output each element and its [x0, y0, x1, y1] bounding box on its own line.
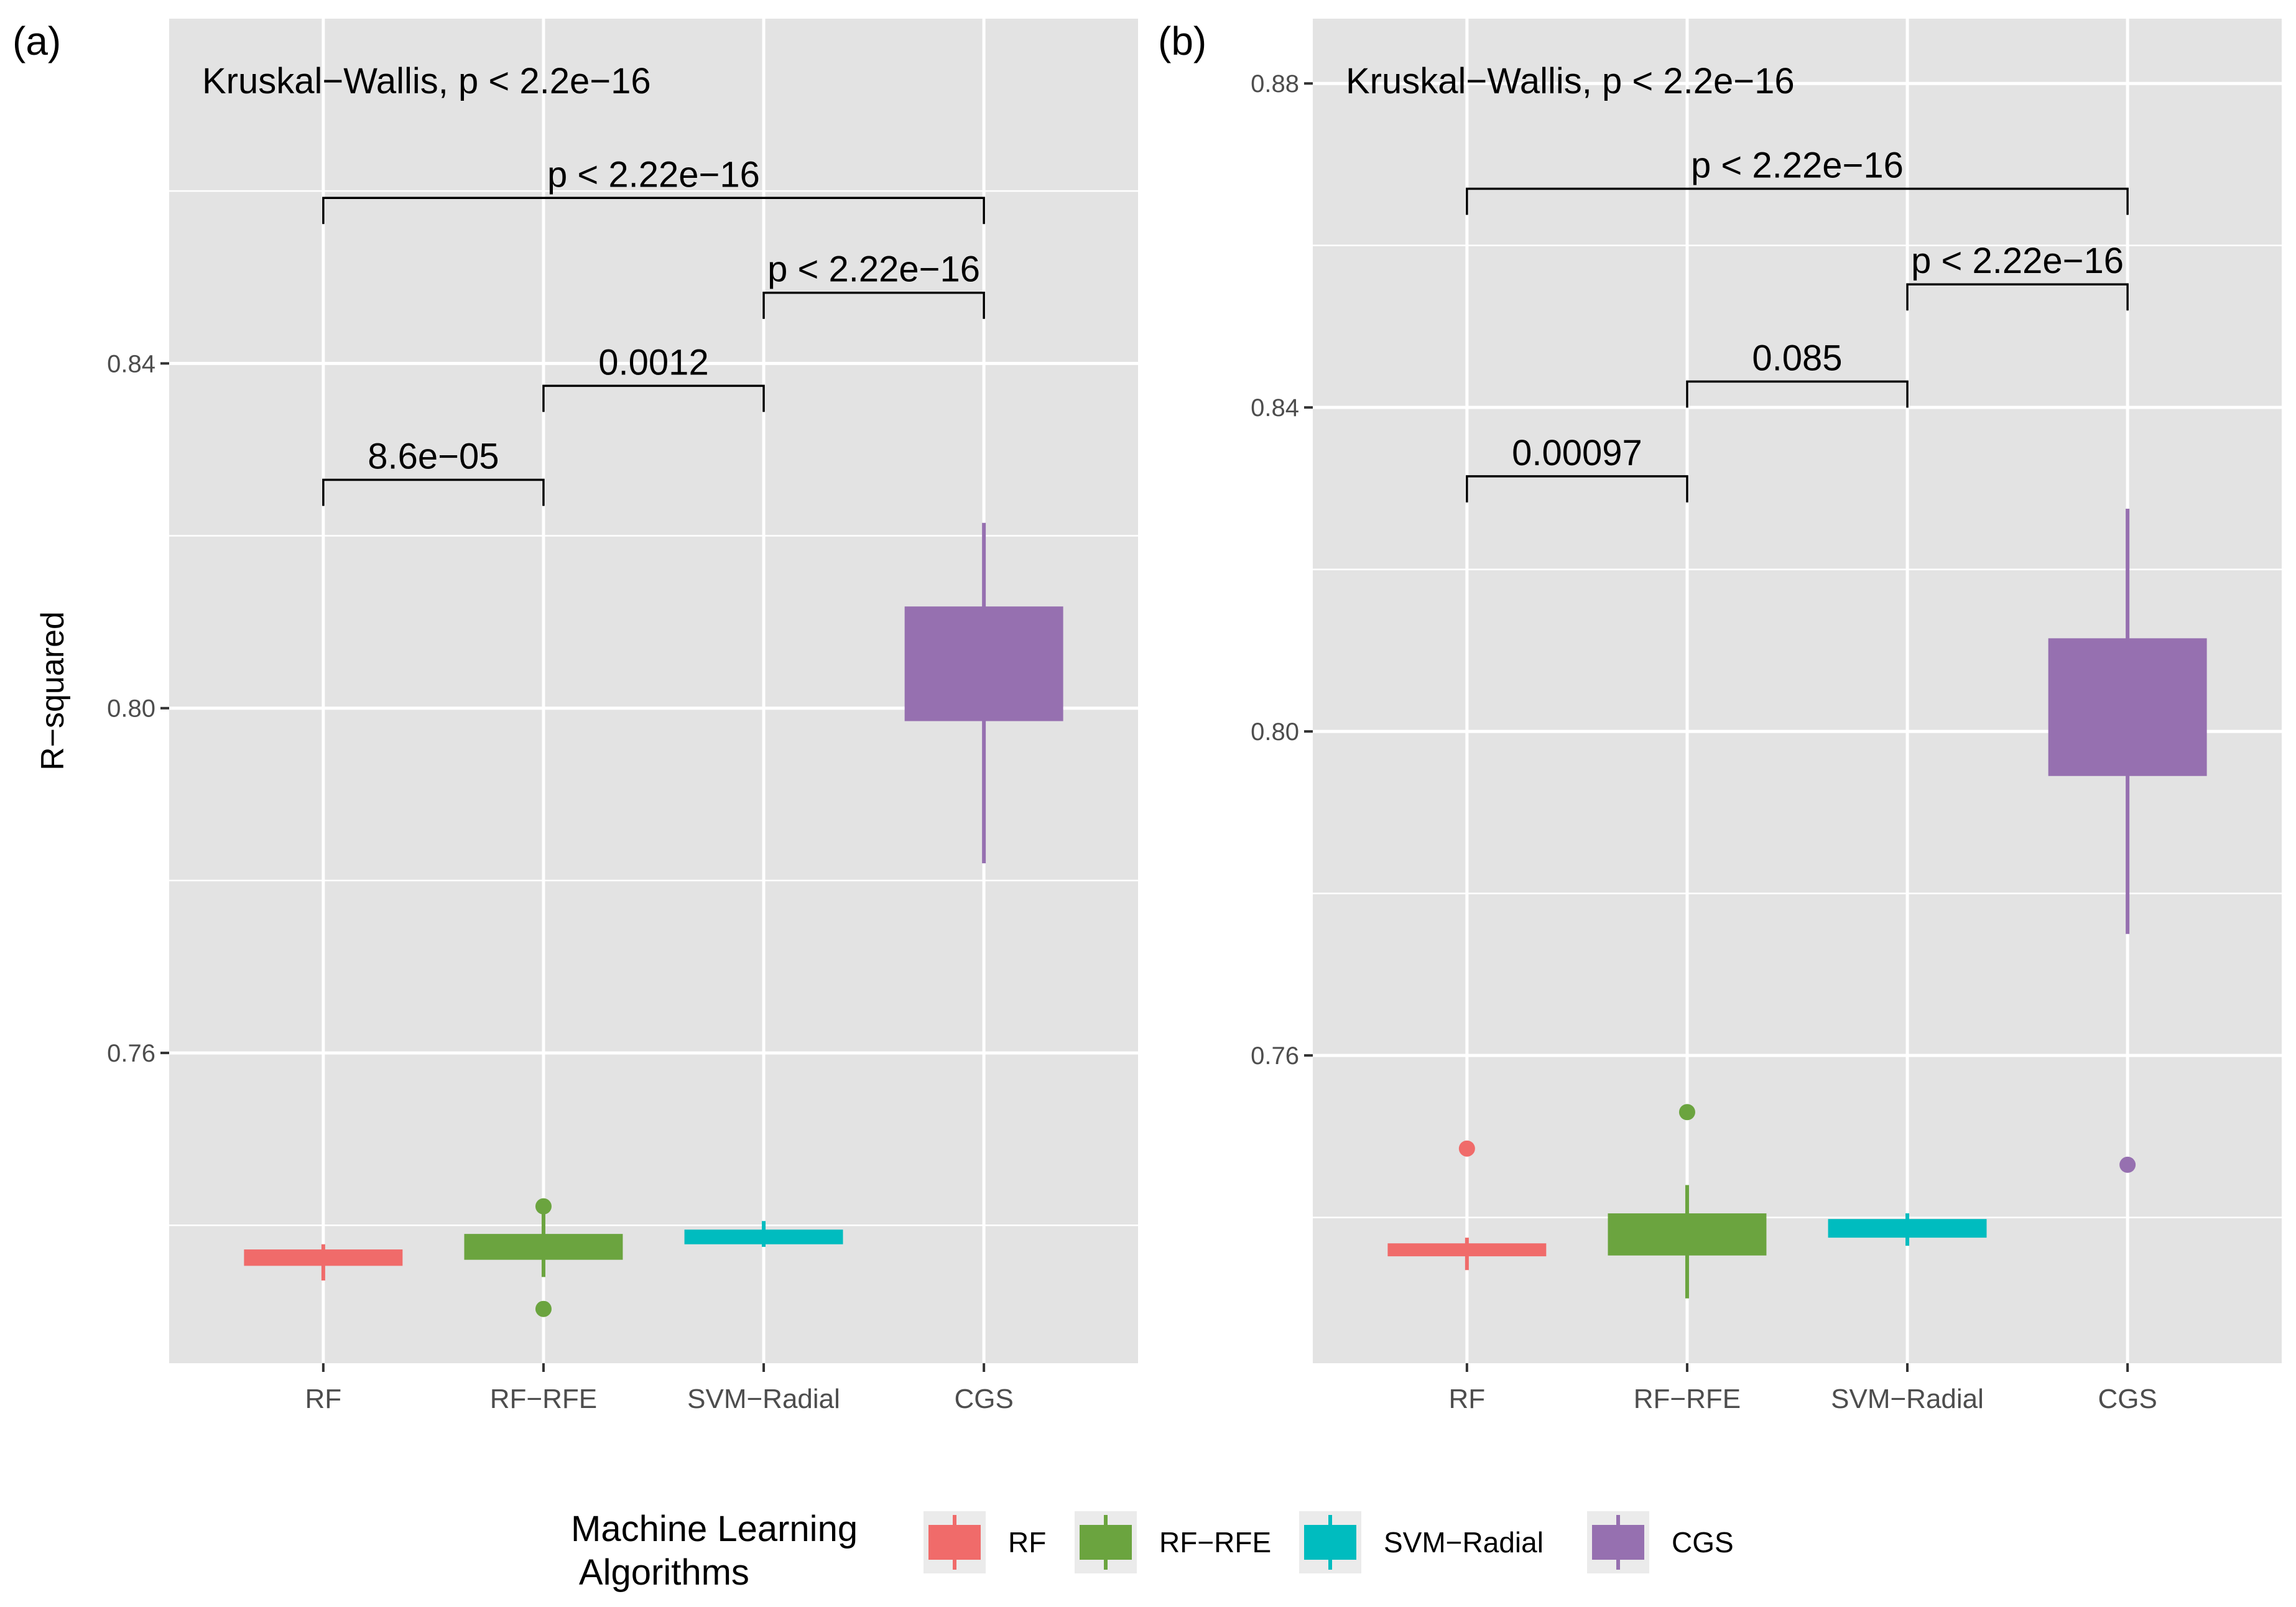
legend-item-label: RF−RFE [1159, 1526, 1271, 1558]
y-tick-label-1: 0.80 [107, 695, 155, 723]
y-tick-label-0: 0.76 [107, 1040, 155, 1067]
panel-a-kruskal-wallis-label: Kruskal−Wallis, p < 2.2e−16 [202, 61, 651, 101]
legend-item-label: SVM−Radial [1384, 1526, 1544, 1558]
box-4 [904, 522, 1063, 864]
legend-item-label: CGS [1672, 1526, 1734, 1558]
box-body [684, 1230, 843, 1244]
x-tick-label-2: SVM−Radial [687, 1384, 840, 1414]
bracket-label: 0.0012 [598, 342, 708, 382]
box-1 [1387, 1140, 1547, 1271]
panel-a-brackets: 8.6e−05 0.0012 p < 2.22e−16 p < 2.22e−16 [322, 154, 985, 506]
legend-item-label: RF [1008, 1526, 1046, 1558]
significance-bracket-1: 0.00097 [1466, 433, 1688, 502]
significance-bracket-3: p < 2.22e−16 [1906, 241, 2129, 311]
legend-item-3: SVM−Radial [1299, 1511, 1544, 1573]
bracket-line [542, 384, 765, 412]
significance-bracket-1: 8.6e−05 [322, 436, 545, 506]
box-body [244, 1249, 403, 1266]
legend-item-2: RF−RFE [1075, 1511, 1271, 1573]
x-tick-label-0: RF [1449, 1384, 1486, 1414]
panel-b: 0.00097 0.085 p < 2.22e−16 p < 2.22e−16 0.7… [1158, 19, 2282, 1414]
panel-b-brackets: 0.00097 0.085 p < 2.22e−16 p < 2.22e−16 [1466, 146, 2129, 502]
y-tick-label-3: 0.88 [1251, 70, 1299, 98]
legend-key-swatch [1080, 1525, 1132, 1560]
bracket-label: p < 2.22e−16 [1911, 241, 2124, 281]
x-tick-label-2: SVM−Radial [1831, 1384, 1984, 1414]
legend-title-line2: Algorithms [571, 1552, 749, 1593]
significance-bracket-4: p < 2.22e−16 [322, 154, 985, 225]
bracket-line [762, 291, 985, 319]
bracket-line [322, 478, 545, 506]
x-tick-label-3: CGS [2098, 1384, 2157, 1414]
legend-item-4: CGS [1587, 1511, 1734, 1573]
bracket-line [322, 197, 985, 225]
box-3 [1828, 1213, 1987, 1246]
x-tick-label-1: RF−RFE [490, 1384, 597, 1414]
box-body [904, 606, 1063, 721]
box-2 [464, 1198, 623, 1317]
panel-b-x-axis: RF RF−RFE SVM−Radial CGS [1449, 1363, 2157, 1414]
box-body [1828, 1219, 1987, 1238]
x-tick-label-0: RF [305, 1384, 342, 1414]
legend-item-1: RF [923, 1511, 1046, 1573]
legend-title-line1: Machine Learning [571, 1509, 858, 1549]
x-tick-label-1: RF−RFE [1634, 1384, 1741, 1414]
bracket-label: 8.6e−05 [368, 436, 499, 476]
box-body [464, 1234, 623, 1260]
panel-b-kruskal-wallis-label: Kruskal−Wallis, p < 2.2e−16 [1346, 61, 1795, 101]
panel-a-y-axis: 0.76 0.80 0.84 [107, 350, 169, 1067]
bracket-line [1466, 187, 2129, 215]
box-body [2048, 638, 2207, 776]
box-body [1608, 1213, 1767, 1256]
bracket-line [1466, 475, 1688, 502]
panel-b-boxes [1387, 508, 2207, 1299]
panel-a-boxes [244, 522, 1063, 1317]
bracket-label: p < 2.22e−16 [1691, 146, 1904, 186]
bracket-line [1906, 283, 2129, 311]
y-axis-title: R−squared [35, 611, 71, 771]
box-4 [2048, 508, 2207, 1173]
panel-a-x-axis: RF RF−RFE SVM−Radial CGS [305, 1363, 1014, 1414]
outlier-point-1 [535, 1300, 552, 1317]
x-tick-label-3: CGS [954, 1384, 1013, 1414]
legend-key-swatch [1304, 1525, 1356, 1560]
y-tick-label-2: 0.84 [1251, 394, 1299, 422]
significance-bracket-2: 0.085 [1686, 338, 1909, 408]
box-3 [684, 1221, 843, 1247]
bracket-label: 0.085 [1752, 338, 1842, 378]
outlier-point-0 [1458, 1140, 1475, 1157]
significance-bracket-4: p < 2.22e−16 [1466, 146, 2129, 215]
significance-bracket-2: 0.0012 [542, 342, 765, 412]
box-1 [244, 1244, 403, 1281]
y-tick-label-1: 0.80 [1251, 718, 1299, 746]
significance-bracket-3: p < 2.22e−16 [762, 249, 985, 319]
bracket-line [1686, 380, 1909, 408]
panel-b-y-axis: 0.76 0.80 0.84 0.88 [1251, 70, 1313, 1070]
outlier-point-0 [2119, 1156, 2136, 1173]
legend-items: RF RF−RFE SVM−Radial CGS [923, 1511, 1734, 1573]
outlier-point-0 [1678, 1104, 1695, 1121]
panel-a: 8.6e−05 0.0012 p < 2.22e−16 p < 2.22e−16 0.… [12, 19, 1138, 1414]
legend-key-swatch [928, 1525, 981, 1560]
legend-key-swatch [1592, 1525, 1644, 1560]
y-tick-label-0: 0.76 [1251, 1042, 1299, 1070]
legend: Machine Learning Algorithms RF RF−RFE SVM−… [571, 1509, 1734, 1593]
bracket-label: 0.00097 [1512, 433, 1642, 473]
box-body [1387, 1243, 1547, 1257]
panel-a-tag: (a) [12, 19, 61, 63]
bracket-label: p < 2.22e−16 [767, 249, 980, 290]
box-2 [1608, 1104, 1767, 1299]
panel-b-tag: (b) [1158, 19, 1206, 63]
y-tick-label-2: 0.84 [107, 350, 155, 377]
outlier-point-0 [535, 1198, 552, 1215]
bracket-label: p < 2.22e−16 [547, 154, 760, 195]
